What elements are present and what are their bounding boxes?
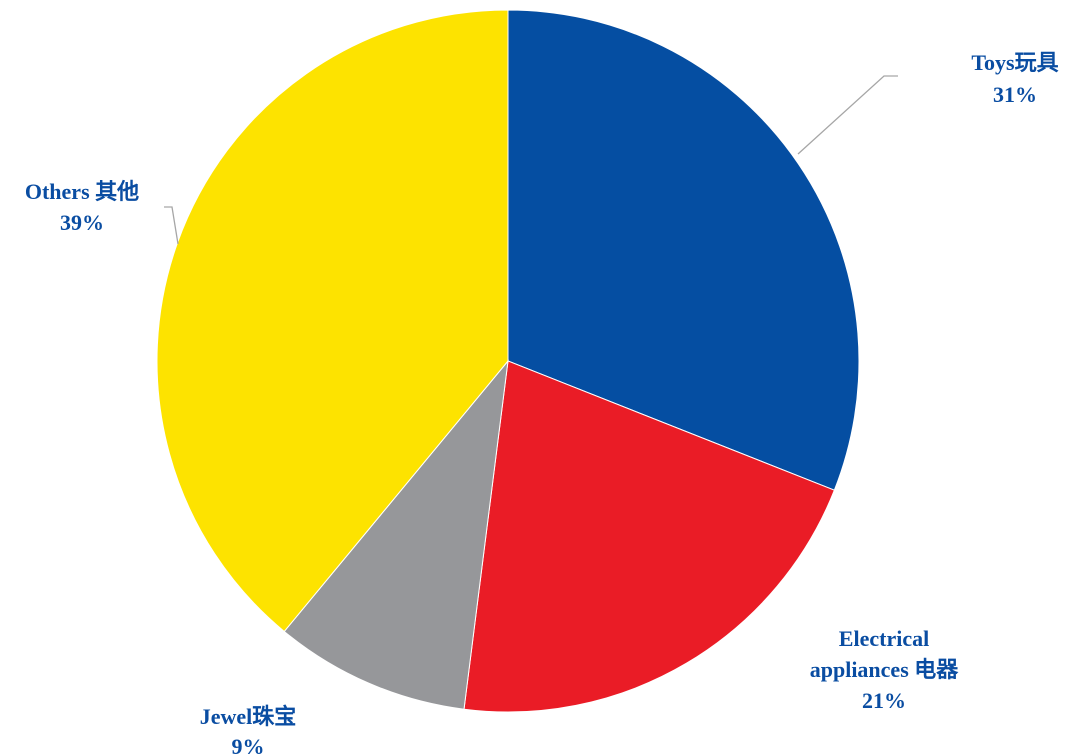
slice-value-electrical-appliances: 21% <box>862 688 906 713</box>
slice-label-others: Others 其他 <box>25 179 139 204</box>
leader-line-others <box>164 206 179 245</box>
slice-value-jewel: 9% <box>232 734 265 755</box>
pie-slice-toys <box>507 9 860 491</box>
slice-value-toys: 31% <box>993 82 1037 107</box>
pie-slice-electrical-appliances <box>463 360 835 713</box>
slice-label-toys: Toys玩具 <box>971 50 1058 75</box>
slice-label-electrical-appliances: Electrical <box>839 626 929 651</box>
pie-slices <box>156 9 860 713</box>
slice-label-jewel: Jewel珠宝 <box>200 704 297 729</box>
leader-lines <box>164 75 898 245</box>
slice-value-others: 39% <box>60 210 104 235</box>
pie-slice-jewel <box>283 359 509 710</box>
slice-label-electrical-appliances: appliances 电器 <box>810 657 960 682</box>
slice-labels: Toys玩具 31% Electrical appliances 电器 21% Jewel… <box>25 50 1059 755</box>
leader-line-toys <box>797 75 898 155</box>
